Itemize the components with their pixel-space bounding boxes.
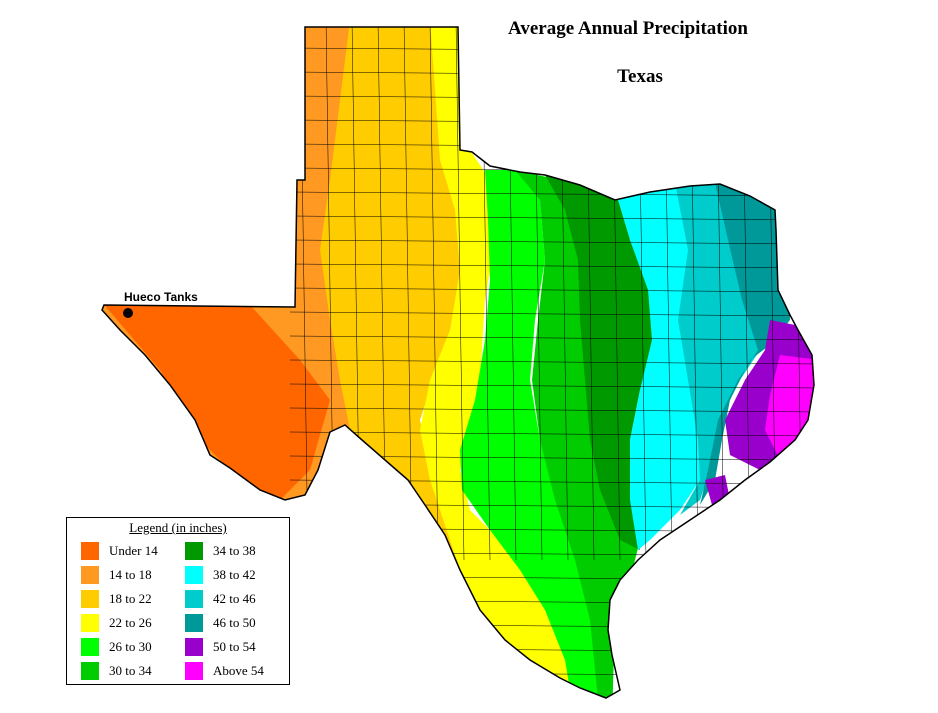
county-line bbox=[289, 383, 814, 389]
legend-item: 42 to 46 bbox=[185, 590, 256, 608]
county-line bbox=[289, 431, 814, 437]
map-title: Average Annual Precipitation bbox=[508, 18, 748, 39]
legend-label: Under 14 bbox=[109, 543, 158, 558]
legend-label: 50 to 54 bbox=[213, 639, 256, 654]
county-line bbox=[289, 263, 814, 269]
county-line bbox=[455, 27, 465, 561]
zone-26-30 bbox=[460, 170, 615, 698]
legend-label: 18 to 22 bbox=[109, 591, 152, 606]
place-label-hueco-tanks: Hueco Tanks bbox=[124, 290, 198, 304]
zone-50-54-coast bbox=[705, 475, 730, 505]
legend-label: 46 to 50 bbox=[213, 615, 256, 630]
county-line bbox=[403, 27, 413, 561]
legend-item: 14 to 18 bbox=[81, 566, 152, 584]
legend-label: 34 to 38 bbox=[213, 543, 256, 558]
legend-swatch bbox=[81, 662, 99, 680]
legend-swatch bbox=[81, 590, 99, 608]
legend-box: Legend (in inches) Under 14 14 to 18 18 … bbox=[66, 517, 290, 685]
legend-label: Above 54 bbox=[213, 663, 264, 678]
legend-item: 30 to 34 bbox=[81, 662, 152, 680]
legend-item: 50 to 54 bbox=[185, 638, 256, 656]
place-marker-hueco-tanks bbox=[123, 308, 133, 318]
zone-18-22 bbox=[320, 27, 520, 698]
county-line bbox=[289, 335, 814, 341]
legend-item: 18 to 22 bbox=[81, 590, 152, 608]
legend-label: 30 to 34 bbox=[109, 663, 152, 678]
texas-outline bbox=[101, 26, 815, 699]
zone-30-34 bbox=[515, 170, 640, 698]
legend-swatch bbox=[185, 614, 203, 632]
zone-under-14 bbox=[102, 300, 330, 500]
legend-label: 26 to 30 bbox=[109, 639, 152, 654]
legend-item: Under 14 bbox=[81, 542, 158, 560]
legend-swatch bbox=[81, 614, 99, 632]
zone-46-50 bbox=[700, 183, 790, 505]
county-line bbox=[289, 359, 814, 365]
zone-22-26 bbox=[420, 27, 580, 698]
county-line bbox=[793, 27, 803, 561]
county-line bbox=[289, 215, 814, 221]
legend-swatch bbox=[185, 566, 203, 584]
legend-label: 42 to 46 bbox=[213, 591, 256, 606]
legend-label: 14 to 18 bbox=[109, 567, 152, 582]
county-line bbox=[289, 191, 814, 197]
legend-swatch bbox=[185, 662, 203, 680]
county-line bbox=[429, 27, 439, 561]
county-line bbox=[289, 239, 814, 245]
legend-swatch bbox=[185, 590, 203, 608]
county-line bbox=[289, 287, 814, 293]
map-subtitle: Texas bbox=[617, 66, 663, 87]
legend-title: Legend (in inches) bbox=[129, 520, 227, 535]
legend-item: Above 54 bbox=[185, 662, 264, 680]
legend-item: 34 to 38 bbox=[185, 542, 256, 560]
legend-label: 38 to 42 bbox=[213, 567, 256, 582]
legend-swatch bbox=[81, 638, 99, 656]
legend-swatch bbox=[81, 566, 99, 584]
county-line bbox=[289, 407, 814, 413]
legend-item: 26 to 30 bbox=[81, 638, 152, 656]
legend-item: 38 to 42 bbox=[185, 566, 256, 584]
legend-swatch bbox=[185, 638, 203, 656]
legend-swatch bbox=[185, 542, 203, 560]
legend-item: 22 to 26 bbox=[81, 614, 152, 632]
zone-42-46 bbox=[675, 183, 760, 515]
legend-item: 46 to 50 bbox=[185, 614, 256, 632]
county-line bbox=[289, 311, 814, 317]
legend-label: 22 to 26 bbox=[109, 615, 152, 630]
legend-swatch bbox=[81, 542, 99, 560]
